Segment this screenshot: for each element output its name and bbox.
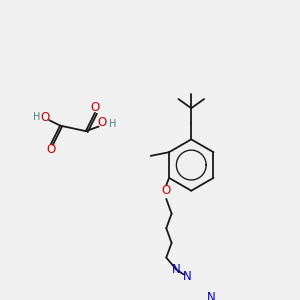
Text: N: N [183,270,192,283]
Text: H: H [109,119,116,129]
Text: H: H [33,112,40,122]
Text: O: O [90,101,100,114]
Text: N: N [172,263,181,276]
Text: N: N [207,290,215,300]
Text: O: O [98,116,107,129]
Text: O: O [162,184,171,197]
Text: O: O [41,111,50,124]
Text: O: O [46,143,56,156]
